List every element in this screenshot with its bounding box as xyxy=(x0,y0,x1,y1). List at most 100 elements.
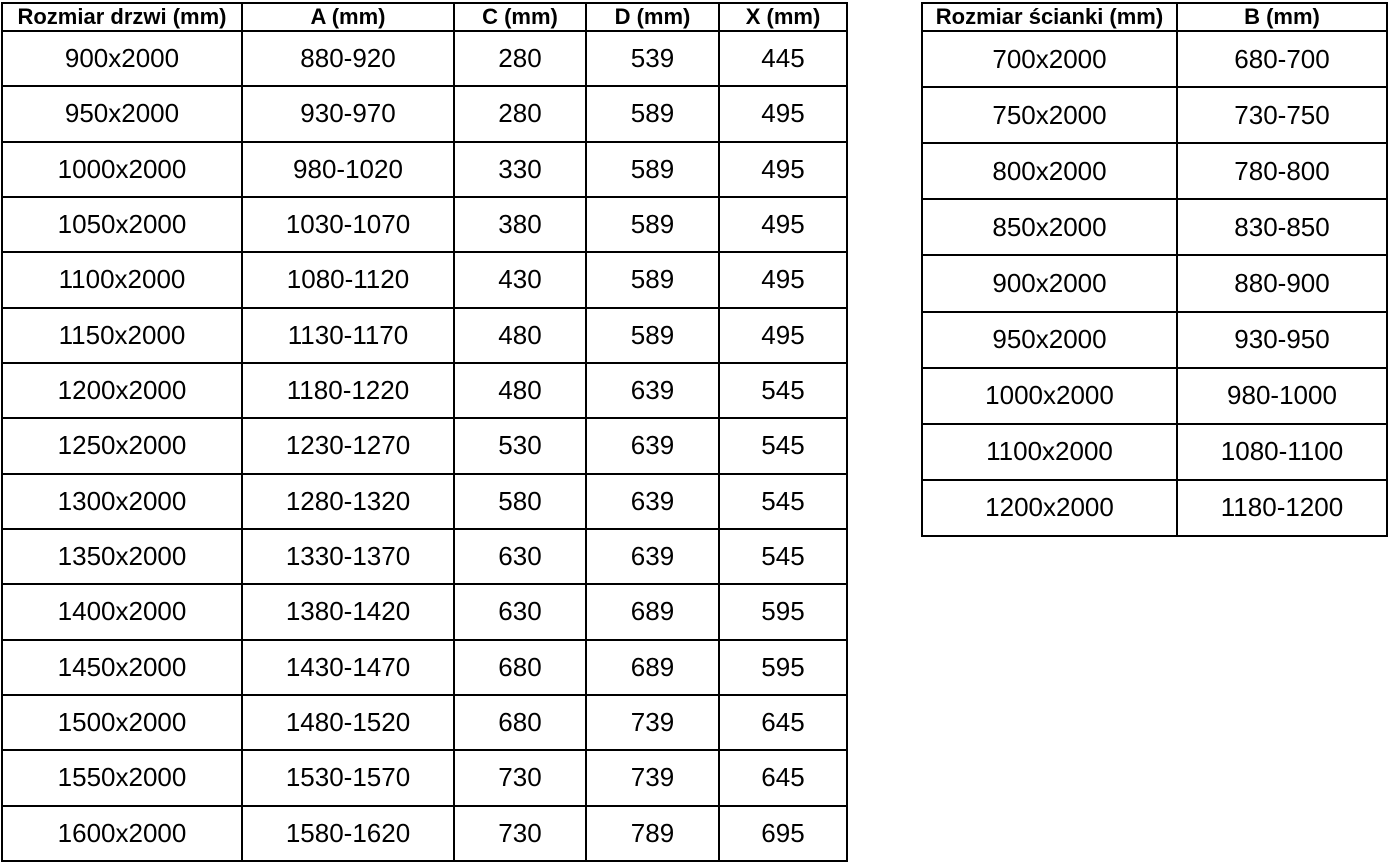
door-dimensions-table: Rozmiar drzwi (mm) A (mm) C (mm) D (mm) X (m… xyxy=(1,2,848,863)
table-cell: 280 xyxy=(453,29,587,88)
table-cell: 1400x2000 xyxy=(1,583,243,641)
table-cell: 1330-1370 xyxy=(241,527,455,586)
table-cell: 589 xyxy=(585,306,720,364)
table-cell: 1300x2000 xyxy=(1,472,243,530)
wall-panel-dimensions-table: Rozmiar ścianki (mm) B (mm) 700x2000 680-70… xyxy=(921,2,1388,538)
table-cell: 680-700 xyxy=(1176,29,1388,89)
table-cell: 695 xyxy=(718,804,848,863)
table-cell: 880-920 xyxy=(241,29,455,88)
table-row: 750x2000 730-750 xyxy=(921,86,1388,145)
table-row: 950x2000 930-950 xyxy=(921,310,1388,369)
table-cell: 589 xyxy=(585,195,720,254)
table-cell: 589 xyxy=(585,85,720,143)
table-cell: 1230-1270 xyxy=(241,417,455,475)
table-cell: 380 xyxy=(453,195,587,254)
table-row: 1150x2000 1130-1170 480 589 495 xyxy=(1,306,848,364)
table-cell: 689 xyxy=(585,638,720,696)
table-cell: 1550x2000 xyxy=(1,749,243,807)
table-cell: 850x2000 xyxy=(921,198,1178,257)
table-cell: 580 xyxy=(453,472,587,530)
table-row: 950x2000 930-970 280 589 495 xyxy=(1,85,848,143)
table-cell: 495 xyxy=(718,140,848,198)
table-cell: 789 xyxy=(585,804,720,863)
table-cell: 680 xyxy=(453,638,587,696)
table-cell: 280 xyxy=(453,85,587,143)
table-cell: 950x2000 xyxy=(1,85,243,143)
table-row: 1000x2000 980-1020 330 589 495 xyxy=(1,140,848,198)
table-cell: 545 xyxy=(718,417,848,475)
table-cell: 595 xyxy=(718,638,848,696)
table-cell: 1050x2000 xyxy=(1,195,243,254)
table-row: 1050x2000 1030-1070 380 589 495 xyxy=(1,195,848,254)
table-cell: 1580-1620 xyxy=(241,804,455,863)
table-cell: 495 xyxy=(718,251,848,309)
table-cell: 1430-1470 xyxy=(241,638,455,696)
table-cell: 639 xyxy=(585,361,720,420)
table-row: 1100x2000 1080-1100 xyxy=(921,422,1388,481)
table-cell: 1000x2000 xyxy=(1,140,243,198)
table-cell: 1080-1120 xyxy=(241,251,455,309)
table-row: 1350x2000 1330-1370 630 639 545 xyxy=(1,527,848,586)
table-row: 1250x2000 1230-1270 530 639 545 xyxy=(1,417,848,475)
table-cell: 689 xyxy=(585,583,720,641)
table-cell: 700x2000 xyxy=(921,29,1178,89)
table-cell: 630 xyxy=(453,527,587,586)
table-cell: 980-1000 xyxy=(1176,366,1388,425)
table-cell: 680 xyxy=(453,693,587,752)
table-cell: 950x2000 xyxy=(921,310,1178,369)
table-cell: 480 xyxy=(453,306,587,364)
table-row: 1200x2000 1180-1200 xyxy=(921,478,1388,538)
table-cell: 800x2000 xyxy=(921,142,1178,201)
table-cell: 545 xyxy=(718,361,848,420)
table-cell: 739 xyxy=(585,749,720,807)
table-cell: 1500x2000 xyxy=(1,693,243,752)
table-cell: 330 xyxy=(453,140,587,198)
table-cell: 730 xyxy=(453,749,587,807)
table-cell: 1250x2000 xyxy=(1,417,243,475)
table-cell: 750x2000 xyxy=(921,86,1178,145)
table-cell: 730-750 xyxy=(1176,86,1388,145)
table-cell: 1130-1170 xyxy=(241,306,455,364)
table-row: 700x2000 680-700 xyxy=(921,29,1388,89)
table-cell: 930-950 xyxy=(1176,310,1388,369)
header-row: Rozmiar drzwi (mm) A (mm) C (mm) D (mm) X (m… xyxy=(1,2,848,32)
table-cell: 545 xyxy=(718,527,848,586)
column-header: A (mm) xyxy=(241,2,455,32)
table-cell: 1100x2000 xyxy=(921,422,1178,481)
table-cell: 589 xyxy=(585,140,720,198)
column-header: C (mm) xyxy=(453,2,587,32)
table-cell: 1350x2000 xyxy=(1,527,243,586)
table-cell: 639 xyxy=(585,417,720,475)
table-cell: 880-900 xyxy=(1176,254,1388,313)
table-row: 1200x2000 1180-1220 480 639 545 xyxy=(1,361,848,420)
table-cell: 480 xyxy=(453,361,587,420)
table-cell: 630 xyxy=(453,583,587,641)
table-cell: 1000x2000 xyxy=(921,366,1178,425)
table-cell: 930-970 xyxy=(241,85,455,143)
table-cell: 1200x2000 xyxy=(1,361,243,420)
table-cell: 1100x2000 xyxy=(1,251,243,309)
table-cell: 495 xyxy=(718,306,848,364)
table-cell: 1180-1220 xyxy=(241,361,455,420)
table-cell: 1480-1520 xyxy=(241,693,455,752)
column-header: B (mm) xyxy=(1176,2,1388,32)
table-row: 1550x2000 1530-1570 730 739 645 xyxy=(1,749,848,807)
table-cell: 1150x2000 xyxy=(1,306,243,364)
table-row: 1600x2000 1580-1620 730 789 695 xyxy=(1,804,848,863)
table-cell: 530 xyxy=(453,417,587,475)
table-cell: 1280-1320 xyxy=(241,472,455,530)
table-cell: 1530-1570 xyxy=(241,749,455,807)
table-cell: 1030-1070 xyxy=(241,195,455,254)
table-row: 800x2000 780-800 xyxy=(921,142,1388,201)
table-row: 1400x2000 1380-1420 630 689 595 xyxy=(1,583,848,641)
table-cell: 589 xyxy=(585,251,720,309)
table-cell: 595 xyxy=(718,583,848,641)
table-cell: 900x2000 xyxy=(1,29,243,88)
header-row: Rozmiar ścianki (mm) B (mm) xyxy=(921,2,1388,32)
table-cell: 545 xyxy=(718,472,848,530)
table-cell: 645 xyxy=(718,749,848,807)
table-cell: 645 xyxy=(718,693,848,752)
table-cell: 1180-1200 xyxy=(1176,478,1388,538)
table-cell: 730 xyxy=(453,804,587,863)
